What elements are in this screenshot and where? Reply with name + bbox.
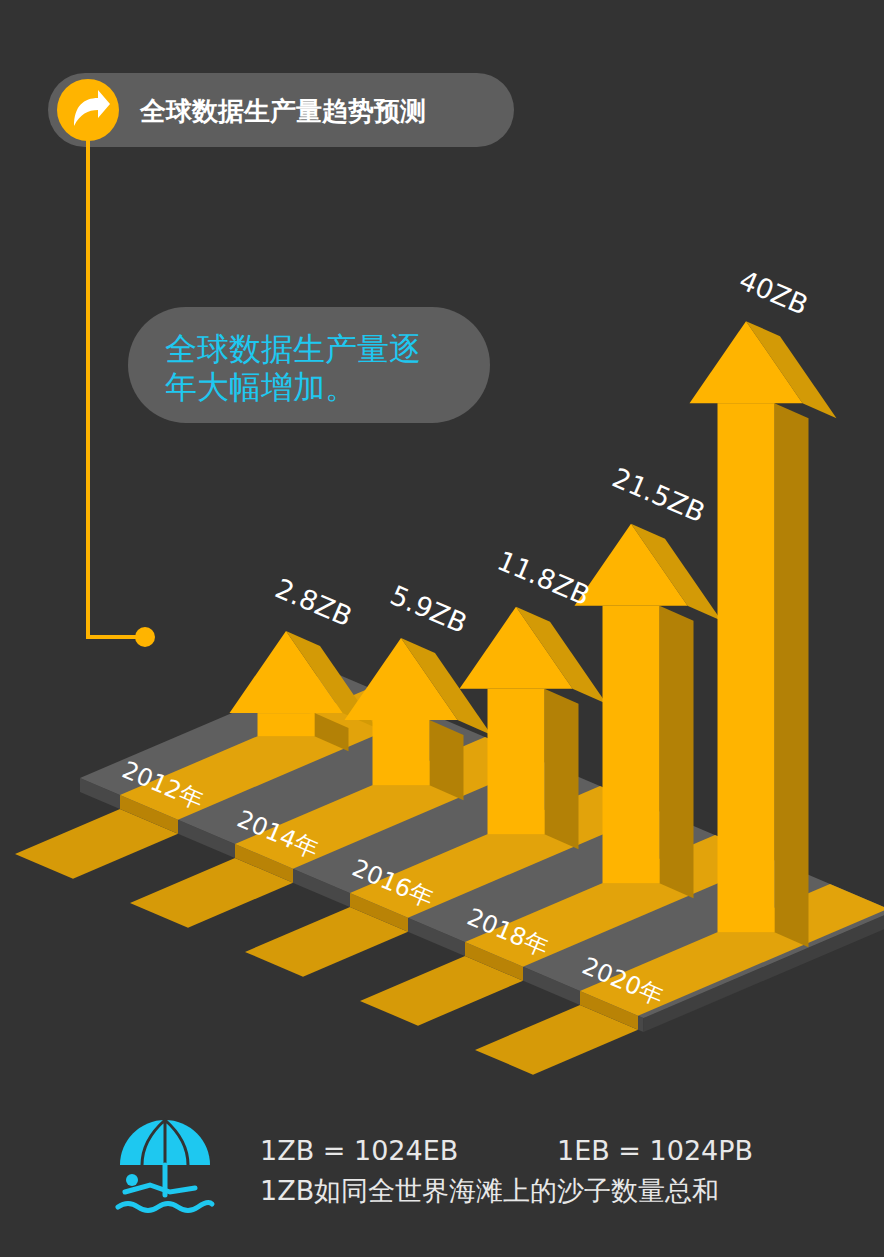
- title: 全球数据生产量趋势预测: [139, 96, 426, 126]
- annotation: 全球数据生产量逐年大幅增加。: [165, 330, 421, 406]
- title-pill: [48, 73, 514, 147]
- arrow-shaft-side: [545, 689, 579, 849]
- arrow-head: [230, 631, 343, 713]
- x-tick-label: 2012年: [118, 756, 207, 815]
- arrow-head: [345, 638, 458, 720]
- arrow: [460, 607, 607, 849]
- x-tick-label: 2014年: [233, 805, 322, 864]
- title-icon-arrow: [74, 90, 110, 126]
- data-label: 11.8ZB: [493, 545, 595, 612]
- data-label: 5.9ZB: [386, 579, 472, 639]
- arrow-shaft-side: [660, 606, 694, 898]
- arrow-head: [575, 524, 688, 606]
- beach-icon: [118, 1120, 212, 1211]
- note: 1ZB如同全世界海滩上的沙子数量总和: [260, 1175, 719, 1206]
- arrow-shaft: [488, 689, 545, 834]
- annotation-line: 年大幅增加。: [165, 368, 357, 406]
- data-label: 2.8ZB: [271, 572, 357, 632]
- arrow-shaft: [373, 720, 430, 785]
- title-icon: [57, 79, 119, 141]
- data-label: 21.5ZB: [608, 462, 710, 529]
- arrow: [230, 631, 377, 751]
- arrow-shaft: [603, 606, 660, 883]
- x-tick-label: 2016年: [348, 854, 437, 913]
- umbrella-canopy: [120, 1120, 210, 1165]
- data-label: 40ZB: [735, 264, 813, 321]
- arrow-shaft-side: [315, 713, 349, 751]
- note: 1ZB = 1024EB: [260, 1135, 458, 1166]
- connector-line: [86, 138, 90, 637]
- chart-svg: 全球数据生产量趋势预测全球数据生产量逐年大幅增加。 2012年 2014年 2016年…: [0, 0, 884, 1257]
- umbrella-ribs: [142, 1120, 188, 1165]
- waves: [118, 1203, 212, 1211]
- arrow: [690, 321, 837, 947]
- arrow: [575, 524, 722, 898]
- arrow: [345, 638, 492, 800]
- x-tick-label: 2020年: [578, 952, 667, 1011]
- arrow-head: [690, 321, 803, 403]
- note: 1EB = 1024PB: [557, 1135, 753, 1166]
- background: [0, 0, 884, 1257]
- arrow-shaft: [718, 403, 775, 932]
- marks: [230, 321, 837, 947]
- arrow-shaft-side: [775, 403, 809, 947]
- x-tick-label: 2018年: [463, 903, 552, 962]
- arrow-shaft: [258, 713, 315, 736]
- connector-dot: [135, 627, 155, 647]
- arrow-head: [460, 607, 573, 689]
- person-body: [125, 1185, 195, 1192]
- person-head: [126, 1174, 138, 1186]
- annotation-line: 全球数据生产量逐: [165, 330, 421, 368]
- arrow-shaft-side: [430, 720, 464, 800]
- annotation-pill: [128, 307, 490, 423]
